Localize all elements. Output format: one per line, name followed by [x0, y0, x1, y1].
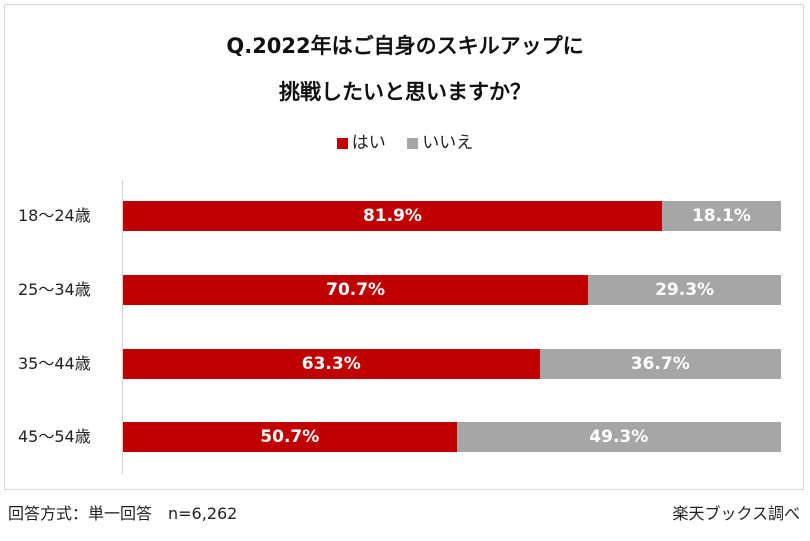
- bar-no: 36.7%: [539, 349, 781, 379]
- legend-label-no: いいえ: [422, 133, 474, 153]
- legend-swatch-no: [407, 138, 419, 149]
- category-label: 25〜34歳: [18, 280, 91, 299]
- chart-legend: はい いいえ: [0, 128, 810, 153]
- legend-item-yes: はい: [336, 128, 386, 153]
- chart-title-line2: 挑戦したいと思いますか？: [279, 80, 531, 104]
- bar-yes: 81.9%: [123, 201, 662, 231]
- bar-yes: 63.3%: [123, 349, 540, 379]
- bar-no: 18.1%: [661, 201, 781, 231]
- category-label: 35〜44歳: [18, 354, 91, 373]
- legend-label-yes: はい: [351, 133, 386, 153]
- category-label: 18〜24歳: [18, 206, 91, 225]
- chart-title-line1: Q.2022年はご自身のスキルアップに: [226, 34, 584, 58]
- bar-yes: 50.7%: [123, 422, 457, 452]
- legend-item-no: いいえ: [407, 128, 473, 153]
- bar-no: 49.3%: [456, 422, 781, 452]
- legend-swatch-yes: [336, 138, 348, 149]
- category-axis-line: [122, 180, 123, 474]
- category-label: 45〜54歳: [18, 427, 91, 446]
- survey-method-note: 回答方式：単一回答 n=6,262: [8, 504, 238, 523]
- chart-frame: [4, 4, 804, 490]
- bar-yes: 70.7%: [123, 275, 589, 305]
- source-note: 楽天ブックス調べ: [672, 504, 800, 523]
- bar-no: 29.3%: [588, 275, 781, 305]
